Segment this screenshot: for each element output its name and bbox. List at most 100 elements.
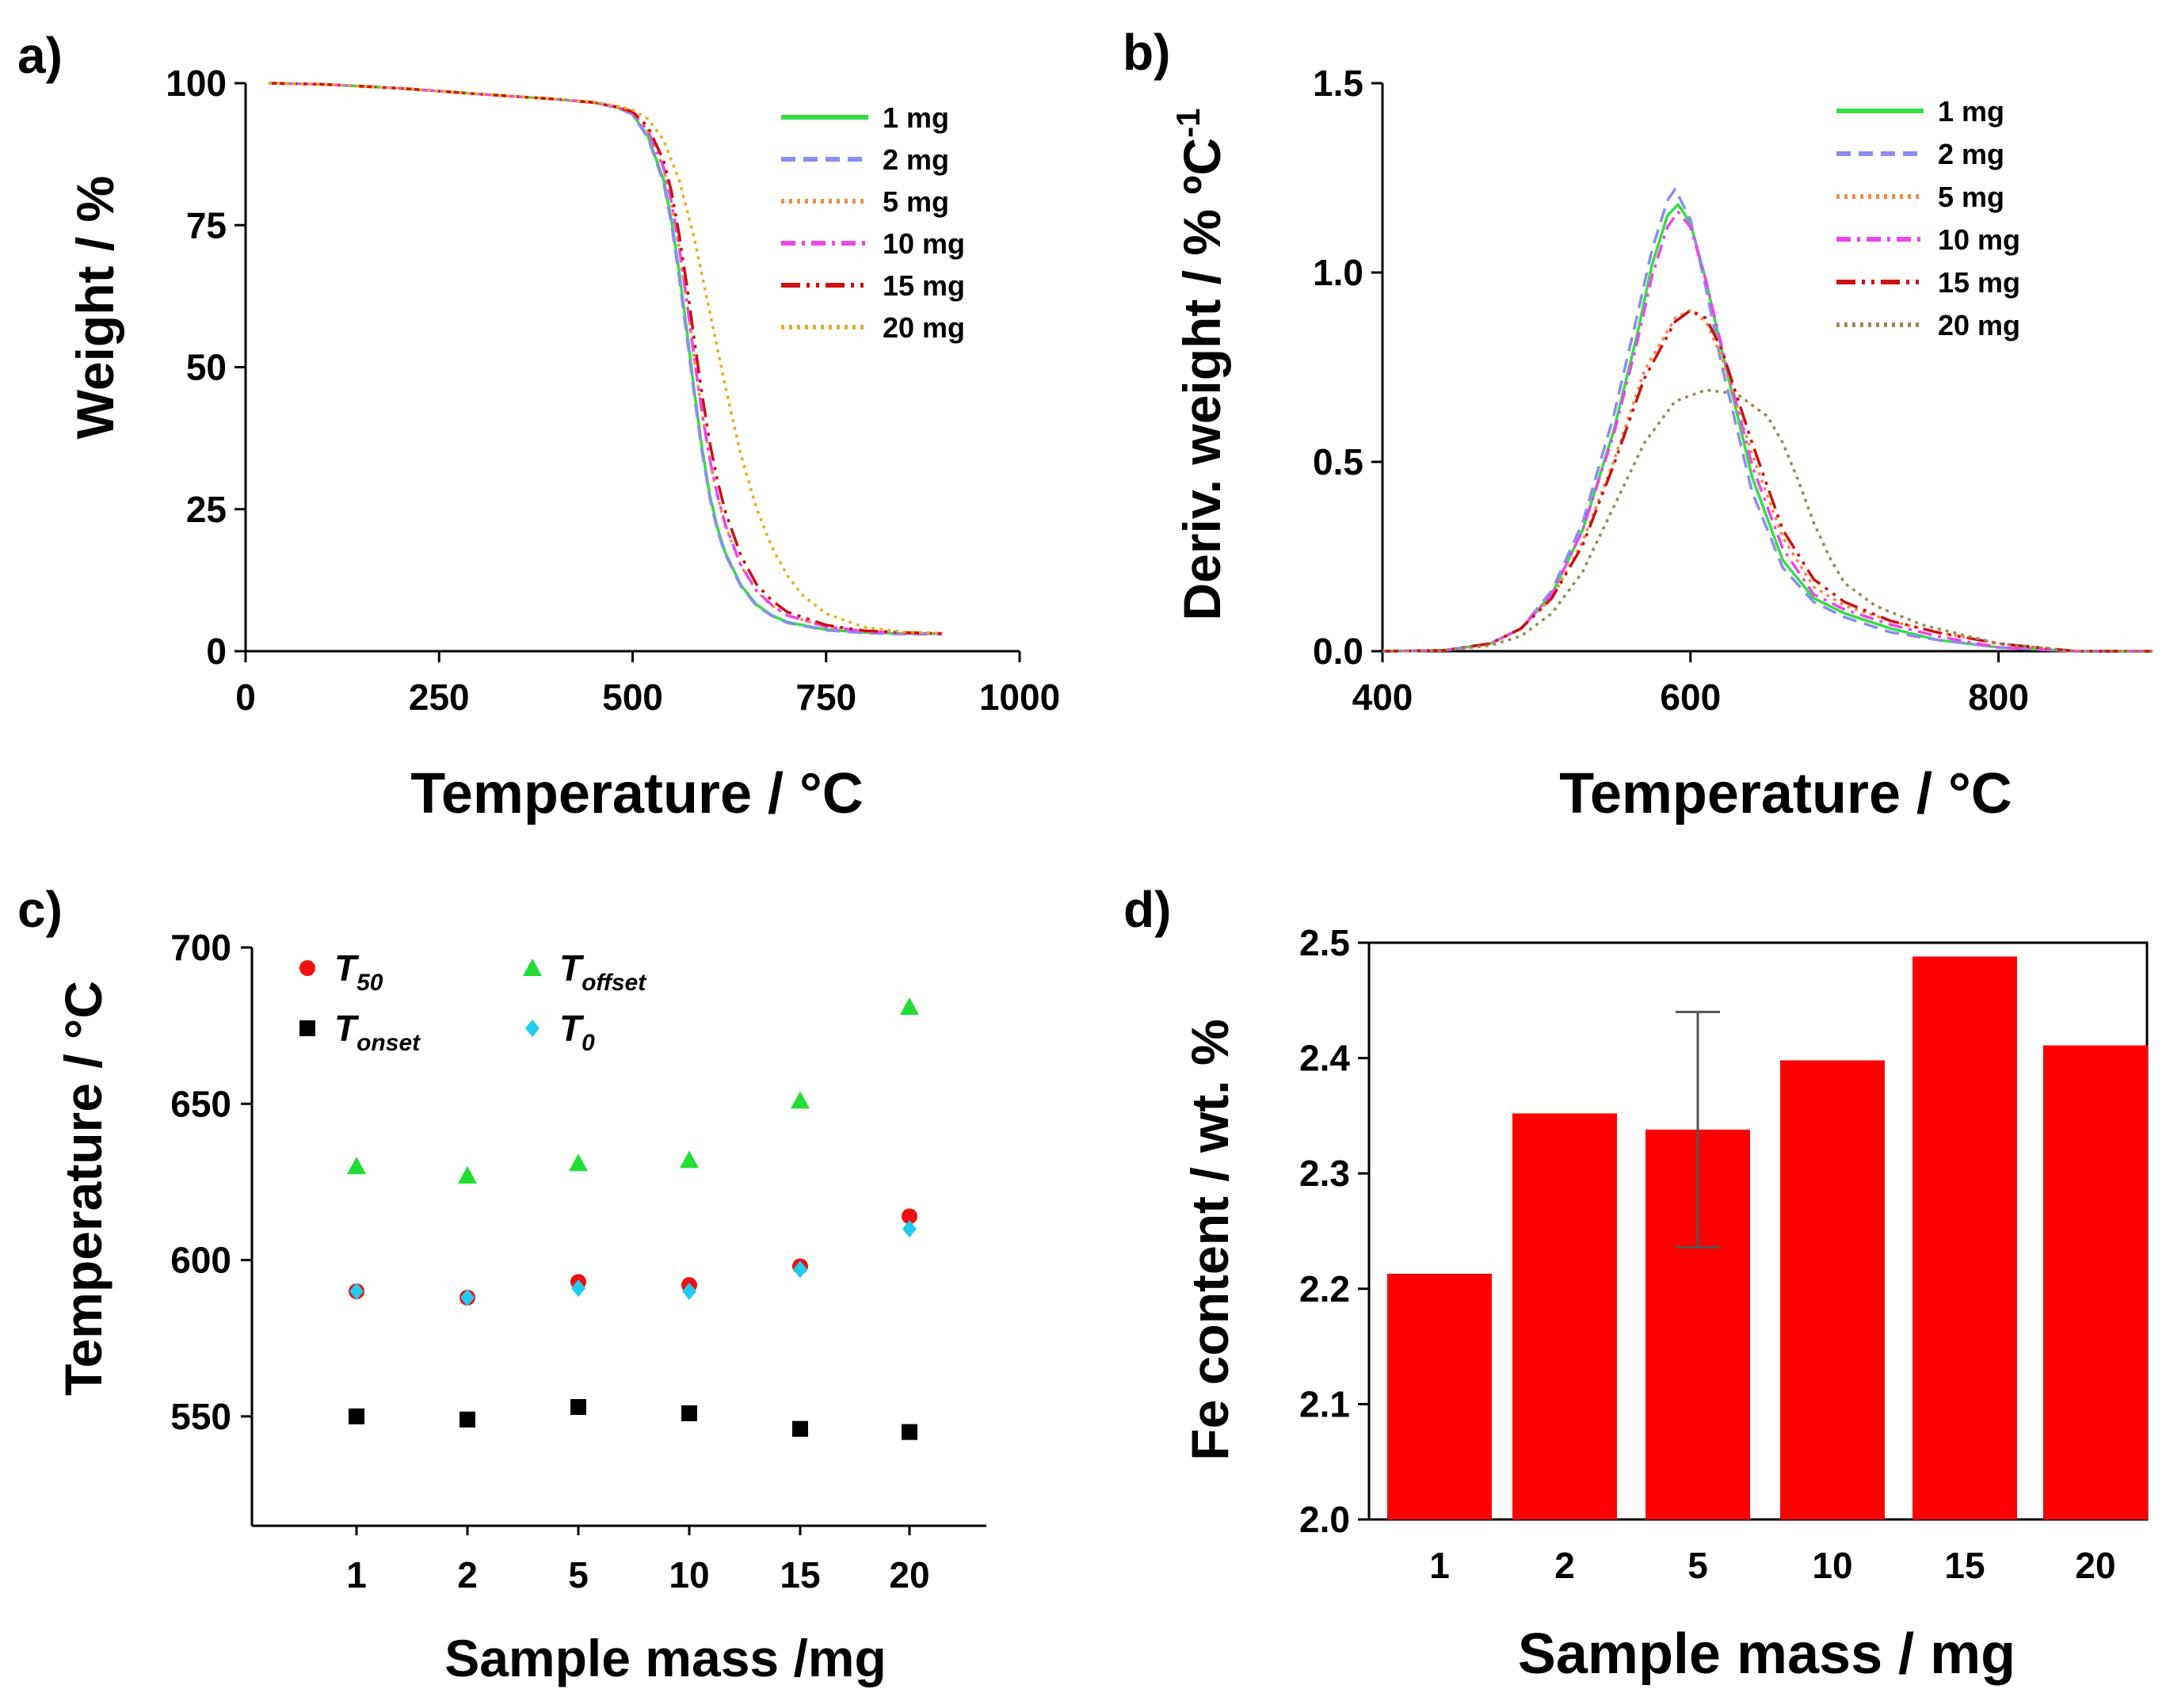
panel-b: b) 0.0 0.5 1.0 1.5 400 600 800 1 mg 2 mg 5 mg 10 m… (1123, 24, 2153, 825)
legend-symbol: T (559, 947, 585, 989)
y-tick-label-a: 25 (186, 489, 227, 530)
y-tick-label-d: 2.2 (1299, 1268, 1350, 1310)
series-line-b-15mg (1382, 309, 2153, 653)
x-tick-label-c: 15 (780, 1554, 820, 1596)
legend-label-a: 15 mg (883, 269, 965, 302)
plot-area-b: 0.0 0.5 1.0 1.5 400 600 800 1 mg 2 mg 5 mg 10 mg 15… (1313, 63, 2153, 718)
point-Toffset (569, 1153, 588, 1172)
y-tick-label-a: 0 (206, 631, 227, 672)
point-Tonset (460, 1411, 475, 1428)
y-axis-title-a: Weight / % (66, 176, 124, 439)
y-tick-label-d: 2.5 (1299, 922, 1350, 963)
legend-marker-Tonset (299, 1020, 315, 1036)
y-tick-label-b: 1.5 (1313, 63, 1363, 104)
panel-label-a: a) (17, 27, 63, 84)
point-T0 (460, 1288, 475, 1306)
legend-label-T50: T50 (334, 947, 383, 996)
legend-label-a: 1 mg (883, 101, 949, 134)
series-line-a-1mg (269, 82, 943, 635)
point-Tonset (681, 1405, 697, 1421)
x-tick-label-d: 10 (1812, 1545, 1852, 1586)
point-Tonset (792, 1420, 808, 1437)
x-tick-label-b: 800 (1968, 677, 2029, 718)
panel-label-b: b) (1123, 24, 1170, 81)
series-line-a-2mg (269, 82, 943, 636)
panel-label-d: d) (1123, 881, 1171, 938)
series-line-b-2mg (1382, 188, 2153, 653)
legend-label-b: 10 mg (1938, 223, 2020, 256)
legend-label-a: 20 mg (883, 311, 965, 344)
legend-label-b: 20 mg (1938, 309, 2020, 341)
legend-label-T0: T0 (559, 1008, 595, 1056)
x-tick-label-d: 1 (1429, 1545, 1450, 1586)
y-tick-label-d: 2.3 (1299, 1153, 1350, 1194)
legend-marker-Toffset (523, 959, 542, 976)
x-tick-label-c: 5 (568, 1554, 589, 1596)
series-line-b-5mg (1382, 309, 2153, 653)
x-axis-title-d: Sample mass / mg (1518, 1622, 2015, 1686)
y-axis-title-b: Deriv. weight / % ºC-1 (1169, 108, 1231, 620)
bar-10 (1780, 1060, 1885, 1519)
point-Toffset (458, 1166, 477, 1184)
bar-2 (1512, 1113, 1617, 1519)
x-tick-label-d: 2 (1554, 1545, 1575, 1586)
plot-area-d: 2.0 2.1 2.2 2.3 2.4 2.5 1 2 5 10 15 20 (1299, 922, 2149, 1586)
x-axis-title-a: Temperature / °C (410, 762, 864, 825)
point-T0 (571, 1279, 585, 1298)
y-tick-label-a: 75 (186, 204, 227, 246)
legend-label-b: 5 mg (1938, 181, 2004, 213)
bar-15 (1912, 956, 2017, 1519)
legend-subscript: onset (357, 1030, 421, 1056)
panel-label-c: c) (17, 881, 63, 938)
legend-symbol: T (334, 1008, 360, 1049)
series-line-a-5mg (269, 82, 943, 635)
y-tick-label-a: 50 (186, 347, 227, 388)
bar-1 (1387, 1273, 1492, 1519)
y-tick-label-b: 0.0 (1313, 631, 1363, 672)
x-tick-label-a: 250 (409, 677, 470, 718)
series-line-a-15mg (269, 82, 943, 635)
legend-marker-T50 (299, 960, 315, 976)
x-tick-label-c: 2 (457, 1554, 478, 1596)
y-axis-title-c: Temperature / °C (54, 981, 112, 1396)
x-tick-label-d: 15 (1944, 1545, 1985, 1586)
y-tick-label-d: 2.0 (1299, 1499, 1350, 1540)
series-line-a-20mg (269, 82, 943, 635)
x-tick-label-d: 20 (2075, 1545, 2115, 1586)
x-tick-label-c: 10 (669, 1554, 709, 1596)
legend-label-a: 10 mg (883, 227, 965, 260)
point-T0 (793, 1260, 807, 1279)
y-tick-label-b: 0.5 (1313, 441, 1363, 482)
legend-label-b: 2 mg (1938, 138, 2004, 170)
y-axis-title-b-main: Deriv. weight / % ºC (1173, 138, 1231, 621)
x-tick-label-c: 1 (346, 1554, 367, 1596)
x-tick-label-a: 500 (602, 677, 663, 718)
y-tick-label-c: 600 (170, 1240, 231, 1281)
legend-label-b: 1 mg (1938, 95, 2004, 128)
y-tick-label-b: 1.0 (1313, 252, 1363, 293)
legend-label-Toffset: Toffset (559, 947, 647, 996)
y-tick-label-c: 700 (170, 927, 231, 968)
point-Toffset (791, 1091, 810, 1109)
point-T0 (349, 1283, 364, 1301)
bar-20 (2043, 1045, 2148, 1519)
legend-symbol: T (559, 1008, 585, 1049)
point-Toffset (900, 997, 919, 1015)
y-tick-label-d: 2.4 (1299, 1038, 1350, 1079)
legend-marker-T0 (525, 1020, 540, 1037)
x-tick-label-d: 5 (1687, 1545, 1708, 1586)
x-tick-label-b: 600 (1660, 677, 1721, 718)
y-tick-label-c: 550 (170, 1396, 231, 1437)
x-axis-title-c: Sample mass /mg (444, 1629, 887, 1687)
x-tick-label-b: 400 (1352, 677, 1413, 718)
point-Tonset (349, 1408, 364, 1424)
x-tick-label-a: 1000 (979, 677, 1060, 718)
point-Tonset (570, 1399, 586, 1416)
legend-label-a: 5 mg (883, 185, 949, 218)
point-T0 (902, 1220, 917, 1238)
x-tick-label-c: 20 (889, 1554, 929, 1596)
